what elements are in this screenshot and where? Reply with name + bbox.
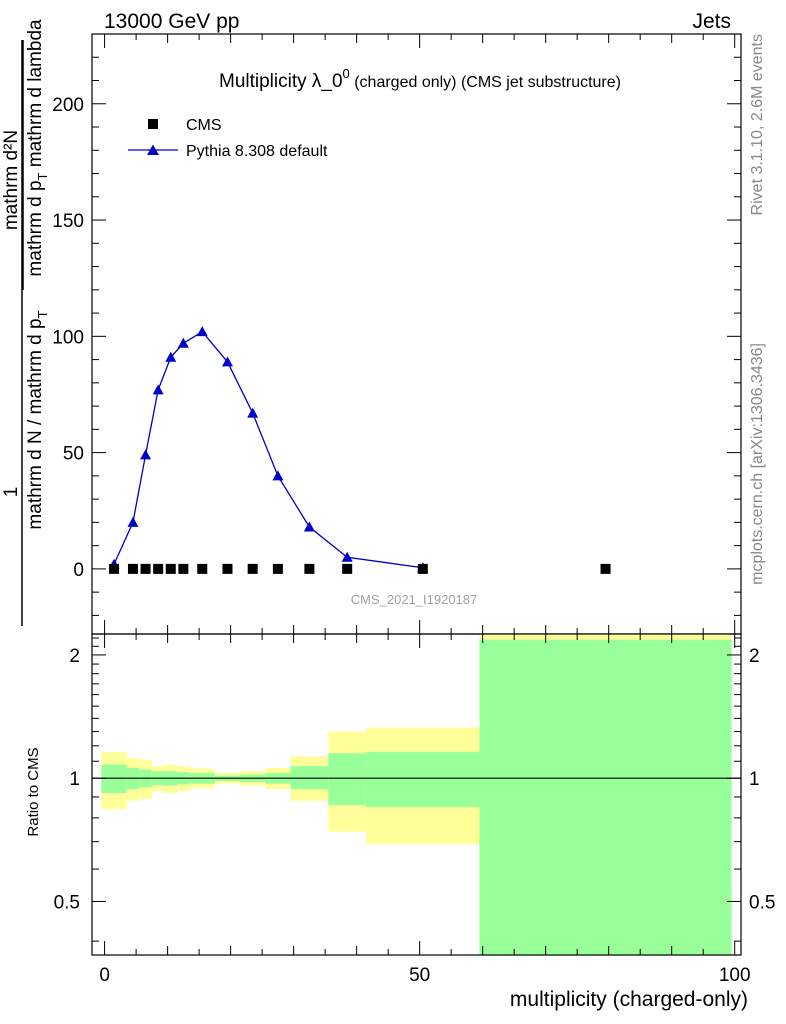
cms-point (342, 563, 353, 574)
cms-point (222, 563, 233, 574)
ylabel-bottom: mathrm d pT mathrm d lambda (25, 19, 50, 277)
cms-point (140, 563, 151, 574)
ratio-band-inner (479, 639, 732, 955)
cms-point (127, 563, 138, 574)
cms-point (272, 563, 283, 574)
header-left-label: 13000 GeV pp (104, 10, 239, 33)
ratio-ytick-label: 0.5 (54, 892, 80, 913)
ratio-ytick-label: 1 (69, 769, 80, 790)
ratio-xtick-label: 0 (99, 965, 110, 986)
legend-pythia-marker (147, 144, 159, 155)
main-ytick-label: 100 (52, 327, 84, 348)
rivet-label: Rivet 3.1.10, 2.6M events (749, 34, 766, 215)
ratio-ylabel: Ratio to CMS (25, 747, 42, 836)
pythia-point (221, 356, 233, 367)
ratio-xtick-label: 50 (409, 965, 430, 986)
main-title-subtext: (charged only) (CMS jet substructure) (350, 74, 621, 91)
cms-point (417, 563, 428, 574)
pythia-point (177, 337, 189, 348)
pythia-point (140, 449, 152, 460)
main-title-superscript: 0 (343, 66, 350, 81)
ratio-xtick-label: 100 (719, 965, 751, 986)
cms-point (178, 563, 189, 574)
mcplots-label: mcplots.cern.ch [arXiv:1306.3436] (749, 343, 766, 585)
header-right-label: Jets (692, 10, 731, 33)
ratio-band-inner (328, 753, 367, 806)
main-title-text: Multiplicity λ_0 (219, 71, 343, 92)
ylabel-top: mathrm d²N (1, 130, 22, 230)
main-ytick-label: 0 (73, 560, 84, 581)
pythia-point (152, 384, 164, 395)
pythia-point (127, 516, 139, 527)
pythia-point (196, 326, 208, 337)
cms-point (600, 563, 611, 574)
main-ytick-label: 50 (63, 444, 84, 465)
ratio-ytick-label-right: 1 (749, 769, 760, 790)
cms-point (247, 563, 258, 574)
legend-pythia-label: Pythia 8.308 default (186, 143, 328, 160)
legend-cms-marker (148, 119, 158, 129)
pythia-point (247, 407, 259, 418)
main-title: Multiplicity λ_00 (charged only) (CMS je… (219, 66, 621, 92)
ratio-xlabel: multiplicity (charged-only) (510, 988, 748, 1011)
ylabel-left-den-sub: T (35, 310, 50, 318)
legend: CMS Pythia 8.308 default (128, 117, 328, 160)
legend-cms-label: CMS (186, 117, 222, 134)
pythia-line (113, 330, 423, 569)
ylabel-left-den-text: mathrm d N / mathrm d p (25, 318, 46, 529)
analysis-label: CMS_2021_I1920187 (351, 592, 478, 607)
main-ytick-label: 200 (52, 95, 84, 116)
ratio-plot-panel: 0 50 100 0.5 0.5 1 1 2 2 Ratio to CMS multiplici… (25, 633, 775, 1011)
pythia-point (341, 551, 353, 562)
cms-point (197, 563, 208, 574)
main-ylabel: 1 mathrm d N / mathrm d pT mathrm d²N ma… (1, 19, 50, 626)
pythia-point (272, 470, 284, 481)
cms-point (304, 563, 315, 574)
ratio-ytick-label-right: 2 (749, 646, 760, 667)
cms-point (153, 563, 164, 574)
ratio-ytick-label: 2 (69, 646, 80, 667)
pythia-point (165, 351, 177, 362)
main-ytick-label: 150 (52, 211, 84, 232)
pythia-point (303, 521, 315, 532)
ylabel-bottom-text: mathrm d p (25, 180, 46, 276)
ylabel-bottom-sub: T (35, 172, 50, 180)
cms-point (165, 563, 176, 574)
ratio-band-inner (366, 751, 480, 808)
cms-point (109, 563, 120, 574)
ylabel-bottom-rest: mathrm d lambda (25, 19, 46, 173)
ylabel-left-numerator: 1 (1, 487, 22, 498)
ratio-ytick-label-right: 0.5 (749, 892, 775, 913)
ratio-plot-frame (91, 633, 742, 956)
ylabel-left-denominator: mathrm d N / mathrm d pT (25, 310, 50, 529)
